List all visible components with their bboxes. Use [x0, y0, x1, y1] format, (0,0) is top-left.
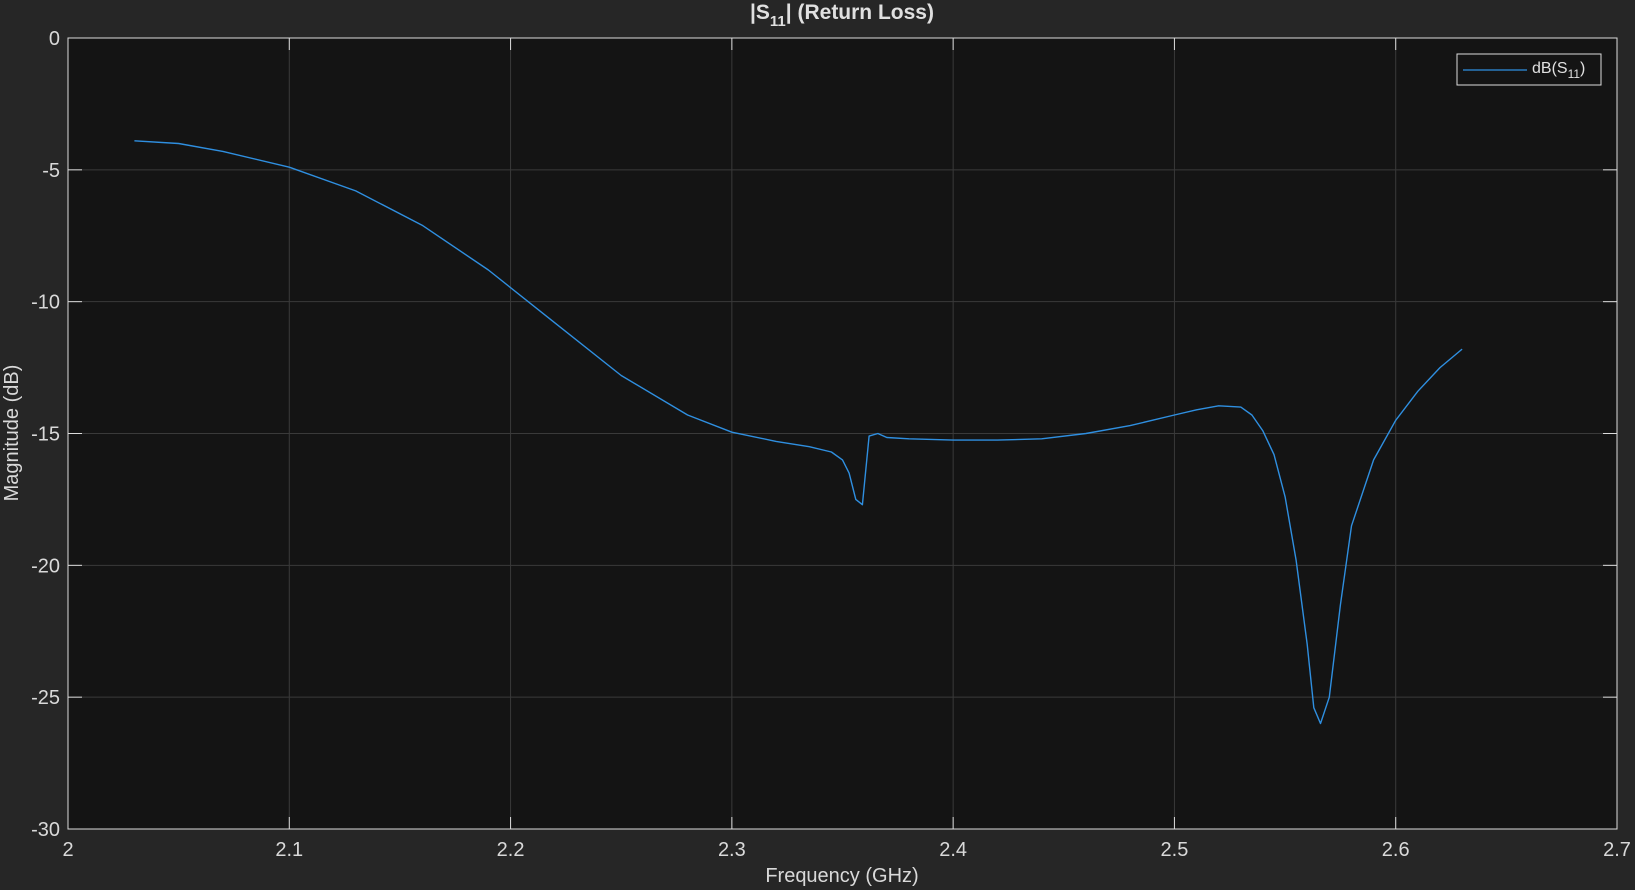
y-tick-label: -30	[31, 819, 60, 841]
x-axis-label: Frequency (GHz)	[765, 865, 918, 887]
y-tick-label: -5	[42, 160, 60, 182]
x-tick-label: 2.7	[1603, 839, 1631, 861]
y-tick-label: -25	[31, 687, 60, 709]
y-tick-label: -10	[31, 292, 60, 314]
y-axis-label: Magnitude (dB)	[1, 365, 23, 502]
x-tick-label: 2.5	[1161, 839, 1189, 861]
x-tick-label: 2.4	[939, 839, 967, 861]
x-tick-label: 2.2	[497, 839, 525, 861]
legend[interactable]: dB(S11)	[1456, 53, 1602, 86]
legend-label: dB(S11)	[1532, 60, 1585, 81]
y-ticks: 0 -5 -10 -15 -20 -25 -30	[31, 28, 1617, 841]
x-tick-label: 2	[62, 839, 73, 861]
series-layer	[134, 140, 1463, 725]
chart-title: |S11| (Return Loss)	[750, 1, 934, 30]
x-tick-label: 2.1	[275, 839, 303, 861]
x-tick-label: 2.6	[1382, 839, 1410, 861]
x-tick-label: 2.3	[718, 839, 746, 861]
series-line-dB-S11	[134, 140, 1463, 725]
y-tick-label: -15	[31, 424, 60, 446]
y-tick-label: -20	[31, 555, 60, 577]
x-ticks: 2 2.1 2.2 2.3 2.4 2.5 2.6 2.7	[62, 38, 1631, 861]
y-tick-label: 0	[49, 28, 60, 50]
